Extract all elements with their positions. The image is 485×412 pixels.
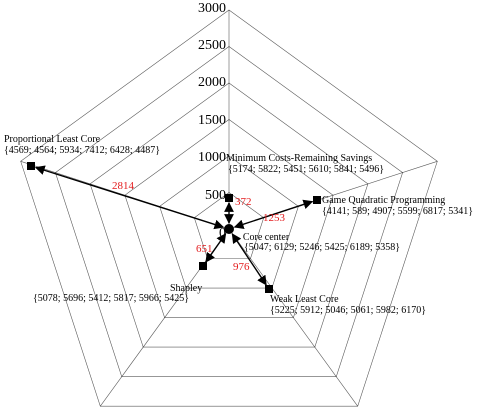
method-label-plc: Proportional Least Core — [4, 134, 101, 145]
grid-ring — [20, 9, 438, 407]
distance-arrow-plc — [34, 165, 225, 230]
method-values-gqp: {4141; 589; 4907; 5599; 6817; 5341} — [322, 206, 473, 217]
tick-label: 500 — [205, 188, 226, 203]
method-label-mcrs: Minimum Costs-Remaining Savings — [226, 153, 372, 164]
distance-arrow-shapley — [205, 233, 227, 263]
distance-arrow-wlc — [231, 233, 267, 286]
method-marker-gqp — [313, 196, 321, 204]
tick-label: 2500 — [198, 38, 226, 53]
distance-label-shapley: 651 — [196, 243, 213, 255]
tick-label: 1500 — [198, 113, 226, 128]
pentagon-grid — [20, 9, 438, 407]
method-label-wlc: Weak Least Core — [270, 294, 339, 305]
core-center-values: {5047; 6129; 5246; 5425; 6189; 5358} — [244, 242, 400, 253]
method-label-shapley: Shapley — [170, 283, 202, 294]
distance-arrow-gqp — [233, 199, 314, 230]
tick-label: 1000 — [198, 150, 226, 165]
core-center-label: Core center — [243, 232, 290, 243]
method-label-gqp: Game Quadratic Programming — [322, 195, 445, 206]
distance-arrows — [27, 162, 321, 293]
method-values-wlc: {5225; 5912; 5046; 5061; 5982; 6170} — [270, 305, 426, 316]
method-marker-mcrs — [225, 194, 233, 202]
method-marker-shapley — [199, 262, 207, 270]
method-values-plc: {4569; 4564; 5934; 7412; 6428; 4487} — [4, 145, 160, 156]
method-values-shapley: {5078; 5696; 5412; 5817; 5966; 5425} — [33, 293, 189, 304]
tick-label: 3000 — [198, 1, 226, 16]
method-marker-plc — [27, 162, 35, 170]
distance-label-mcrs: 372 — [235, 196, 252, 208]
distance-label-wlc: 976 — [233, 261, 250, 273]
distance-label-plc: 2814 — [112, 180, 135, 192]
tick-label: 2000 — [198, 75, 226, 90]
core-center-point — [224, 224, 234, 234]
method-values-mcrs: {5174; 5822; 5451; 5610; 5841; 5496} — [228, 164, 384, 175]
grid-ring — [55, 46, 403, 377]
distance-label-gqp: 1253 — [263, 212, 286, 224]
method-marker-wlc — [265, 285, 273, 293]
